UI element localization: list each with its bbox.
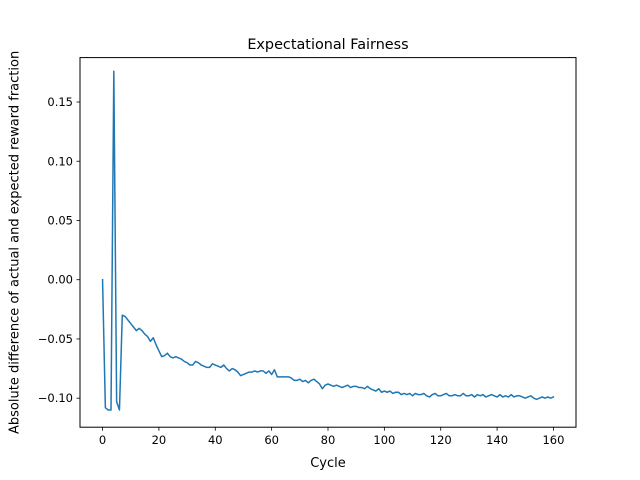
y-tick-label: −0.10 <box>38 391 73 405</box>
x-tick-label: 40 <box>208 433 223 447</box>
x-tick-label: 160 <box>542 433 564 447</box>
x-tick-label: 100 <box>373 433 395 447</box>
x-tick-label: 140 <box>486 433 508 447</box>
series-line-fairness <box>101 70 555 411</box>
x-tick-label: 60 <box>264 433 279 447</box>
x-tick-label: 0 <box>99 433 106 447</box>
y-tick-label: 0.15 <box>47 95 73 109</box>
y-tick-label: 0.10 <box>47 154 73 168</box>
plot-area <box>101 70 555 411</box>
y-tick-label: 0.00 <box>47 273 73 287</box>
y-axis-label: Absolute difference of actual and expect… <box>8 51 23 434</box>
x-axis: 0 20 40 60 80 100 120 140 160 <box>99 427 564 447</box>
y-tick-label: 0.05 <box>47 213 73 227</box>
x-axis-label: Cycle <box>310 456 346 471</box>
x-tick-label: 120 <box>430 433 452 447</box>
chart-title: Expectational Fairness <box>247 37 408 53</box>
x-tick-label: 20 <box>152 433 167 447</box>
y-tick-label: −0.05 <box>38 332 73 346</box>
x-tick-label: 80 <box>321 433 336 447</box>
y-axis: −0.10 −0.05 0.00 0.05 0.10 0.15 <box>38 95 80 405</box>
